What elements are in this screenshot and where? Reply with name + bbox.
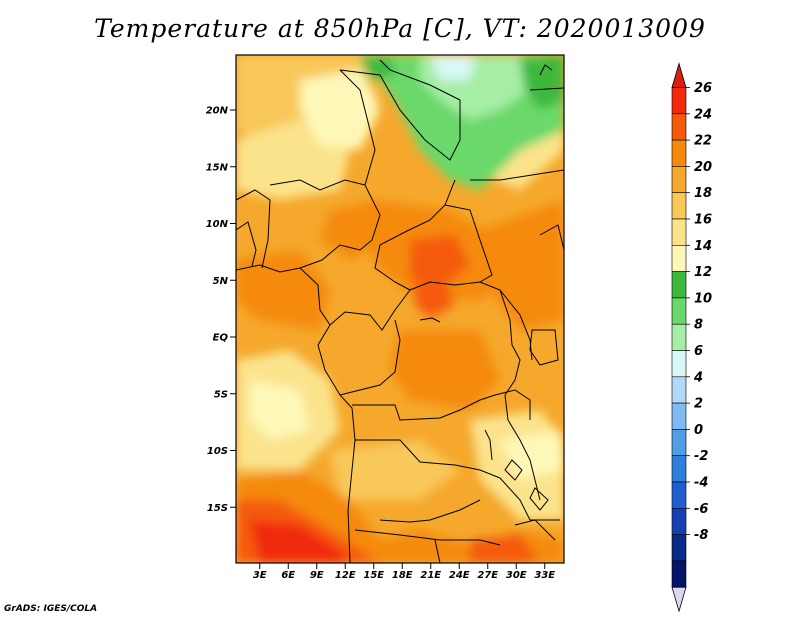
colorbar-swatch [671, 245, 687, 272]
colorbar-swatch [671, 323, 687, 351]
colorbar-level-label: 6 [694, 344, 703, 359]
lon-tick-label: 12E [335, 570, 356, 581]
colorbar-swatch [671, 139, 687, 167]
lat-tick-label: 15N [206, 162, 229, 173]
colorbar-swatch [671, 481, 687, 509]
colorbar-bottom-arrow [671, 586, 687, 613]
lon-tick-label: 27E [477, 570, 498, 581]
temperature-field [236, 55, 564, 563]
colorbar-top-arrow [671, 62, 687, 88]
colorbar-level-label: 0 [694, 423, 703, 438]
colorbar-swatch [671, 376, 687, 404]
lon-tick-label: 15E [363, 570, 384, 581]
colorbar-swatch [671, 87, 687, 115]
colorbar-level-label: -6 [694, 502, 708, 517]
colorbar-level-label: 4 [693, 370, 703, 385]
colorbar-level-label: 10 [694, 291, 712, 306]
colorbar-swatch [671, 560, 687, 588]
colorbar-swatch [671, 218, 687, 246]
lat-tick-label: 20N [206, 106, 229, 117]
lon-tick-label: 6E [281, 570, 295, 581]
colorbar-swatch [671, 350, 687, 378]
lat-tick-label: 15S [207, 503, 228, 514]
latitude-axis: 20N 15N 10N 5N EQ 5S 10S 15S [206, 106, 236, 514]
colorbar-level-label: -4 [694, 476, 708, 491]
colorbar-swatch [671, 507, 687, 535]
colorbar-swatch [671, 402, 687, 430]
colorbar-level-label: 14 [694, 239, 712, 254]
lat-tick-label: 10N [206, 219, 229, 230]
map-title: Temperature at 850hPa [C], VT: 202001300… [94, 14, 706, 43]
colorbar-level-label: 2 [694, 397, 703, 412]
lat-tick-label: 5N [213, 276, 229, 287]
colorbar-level-label: 20 [694, 160, 712, 175]
lat-tick-label: EQ [213, 333, 229, 344]
lon-tick-label: 3E [253, 570, 267, 581]
colorbar-swatch [671, 166, 687, 193]
lon-tick-label: 30E [506, 570, 527, 581]
lon-tick-label: 18E [392, 570, 413, 581]
colorbar-swatch [671, 192, 687, 220]
colorbar-swatch [671, 113, 687, 141]
colorbar-swatch [671, 429, 687, 456]
colorbar-level-label: 26 [694, 81, 712, 96]
colorbar-level-label: 16 [694, 213, 712, 228]
lon-tick-label: 33E [534, 570, 555, 581]
lat-tick-label: 5S [214, 389, 228, 400]
lat-tick-label: 10S [207, 446, 228, 457]
colorbar-level-label: 8 [694, 318, 703, 333]
longitude-axis: 3E 6E 9E 12E 15E 18E 21E 24E 27E 30E 33E [253, 563, 555, 581]
colorbar-swatch [671, 455, 687, 483]
colorbar-swatch [671, 534, 687, 562]
colorbar-level-label: -2 [694, 449, 708, 464]
grads-credit: GrADS: IGES/COLA [4, 604, 98, 614]
colorbar-level-label: 12 [694, 265, 712, 280]
country-borders [236, 59, 564, 563]
colorbar-level-label: 24 [694, 107, 712, 122]
lon-tick-label: 9E [310, 570, 324, 581]
colorbar-level-label: 18 [694, 186, 712, 201]
lon-tick-label: 21E [420, 570, 441, 581]
colorbar-level-label: -8 [694, 528, 708, 543]
colorbar-level-label: 22 [694, 134, 712, 149]
lon-tick-label: 24E [449, 570, 470, 581]
colorbar-swatch [671, 271, 687, 299]
map-frame [235, 54, 565, 564]
colorbar-swatch [671, 297, 687, 325]
